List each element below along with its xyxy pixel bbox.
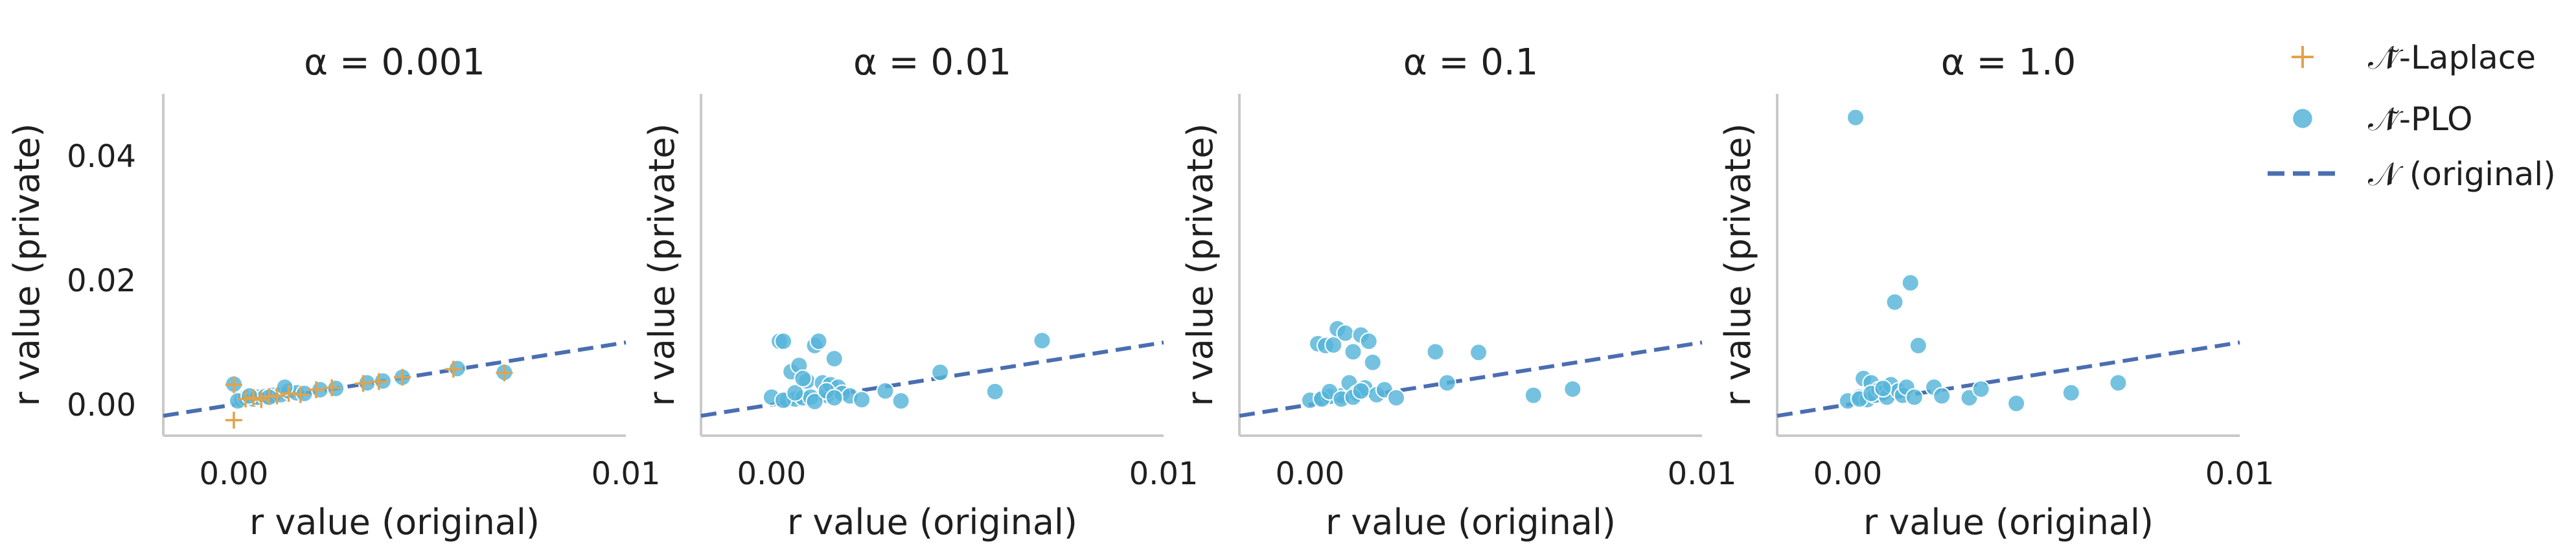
- x-tick-label: 0.00: [737, 456, 806, 492]
- plo-point: [825, 349, 844, 368]
- plo-point: [1363, 353, 1382, 372]
- plo-point: [786, 383, 805, 402]
- laplace-point: [225, 412, 242, 429]
- legend-marker-plo: [2291, 107, 2314, 130]
- laplace-point: [292, 386, 309, 403]
- plo-point: [853, 390, 871, 409]
- laplace-point: [323, 379, 341, 397]
- plo-point: [931, 363, 950, 382]
- x-tick-label: 0.00: [1275, 456, 1344, 492]
- plo-point: [295, 384, 314, 403]
- laplace-point: [307, 381, 325, 398]
- y-tick-label: 0.02: [67, 263, 136, 299]
- plo-point: [794, 369, 812, 388]
- panel-title: α = 0.001: [304, 41, 485, 84]
- plo-point: [876, 381, 895, 400]
- y-axis-label: r value (private): [1718, 123, 1758, 406]
- plo-point: [1344, 342, 1363, 361]
- legend-label-plo: 𝒩̃-PLO: [2368, 100, 2473, 138]
- panel-title: α = 0.1: [1403, 41, 1539, 84]
- x-tick-label: 0.00: [199, 456, 268, 492]
- x-tick-label: 0.01: [2205, 456, 2275, 492]
- plo-point: [2007, 394, 2026, 413]
- plo-point: [1387, 388, 1406, 407]
- plo-point: [1846, 108, 1865, 127]
- laplace-point: [394, 368, 411, 386]
- panel-2: α = 0.01 0.00 0.01 r value (original) r valu…: [641, 41, 1198, 543]
- plo-point: [1336, 324, 1355, 342]
- plo-point: [2062, 383, 2080, 402]
- laplace-point: [444, 361, 462, 378]
- x-tick-label: 0.01: [1668, 456, 1737, 492]
- y-axis-label: r value (private): [1180, 123, 1221, 406]
- x-tick-label: 0.00: [1813, 456, 1882, 492]
- y-axis-label: r value (private): [641, 123, 682, 406]
- y-tick-label: 0.00: [67, 387, 136, 423]
- plo-point: [1563, 380, 1582, 398]
- plo-point: [1359, 332, 1378, 351]
- laplace-point: [268, 387, 286, 405]
- facet-panels: α = 0.001 0.00 0.01 0.00 0.02 0.04 r value (or…: [6, 41, 2274, 543]
- plo-point: [1909, 336, 1927, 355]
- plo-point: [825, 388, 844, 407]
- panel-4: α = 1.0 0.00 0.01 r value (original) r value…: [1718, 41, 2274, 543]
- plo-point: [891, 392, 910, 410]
- panel-title: α = 1.0: [1941, 41, 2076, 84]
- plo-point: [1033, 331, 1052, 350]
- plo-point: [985, 382, 1004, 401]
- plo-point: [1885, 293, 1904, 311]
- x-tick-label: 0.01: [1129, 456, 1199, 492]
- laplace-point: [280, 385, 297, 402]
- plo-point: [774, 332, 793, 351]
- plo-point: [2109, 374, 2128, 392]
- laplace-point: [354, 375, 372, 392]
- panel-title: α = 0.01: [853, 41, 1011, 84]
- y-tick-label: 0.04: [67, 139, 136, 175]
- panel-1: α = 0.001 0.00 0.01 0.00 0.02 0.04 r value (or…: [6, 41, 660, 543]
- plo-point: [1469, 343, 1488, 362]
- plo-point: [809, 332, 828, 351]
- laplace-point: [245, 389, 262, 407]
- x-axis-label: r value (original): [1326, 502, 1616, 543]
- legend-label-laplace: 𝒩̃-Laplace: [2368, 39, 2536, 76]
- plo-point: [1524, 386, 1543, 405]
- x-axis-label: r value (original): [1863, 502, 2154, 543]
- plo-point: [1351, 381, 1370, 400]
- legend: 𝒩̃-Laplace 𝒩̃-PLO 𝒩 (original): [2268, 39, 2556, 193]
- plo-point: [805, 392, 824, 411]
- plo-point: [1426, 342, 1445, 361]
- laplace-point: [496, 364, 513, 382]
- legend-label-original: 𝒩 (original): [2368, 155, 2556, 193]
- panel-3: α = 0.1 0.00 0.01 r value (original) r value…: [1180, 41, 1736, 543]
- x-axis-label: r value (original): [249, 502, 540, 543]
- plo-point: [240, 386, 259, 405]
- laplace-point: [253, 391, 270, 409]
- plo-point: [1972, 380, 1990, 398]
- laplace-point: [370, 373, 387, 390]
- plo-point: [1905, 388, 1924, 407]
- x-tick-label: 0.01: [592, 456, 661, 492]
- plo-point: [1438, 374, 1456, 392]
- plo-point: [1901, 273, 1920, 292]
- legend-marker-laplace: [2292, 46, 2314, 68]
- x-axis-label: r value (original): [787, 502, 1077, 543]
- laplace-point: [225, 376, 242, 394]
- y-axis-label: r value (private): [6, 123, 47, 406]
- laplace-point: [237, 390, 255, 408]
- plo-point: [1874, 379, 1892, 398]
- plo-point: [1933, 386, 1951, 405]
